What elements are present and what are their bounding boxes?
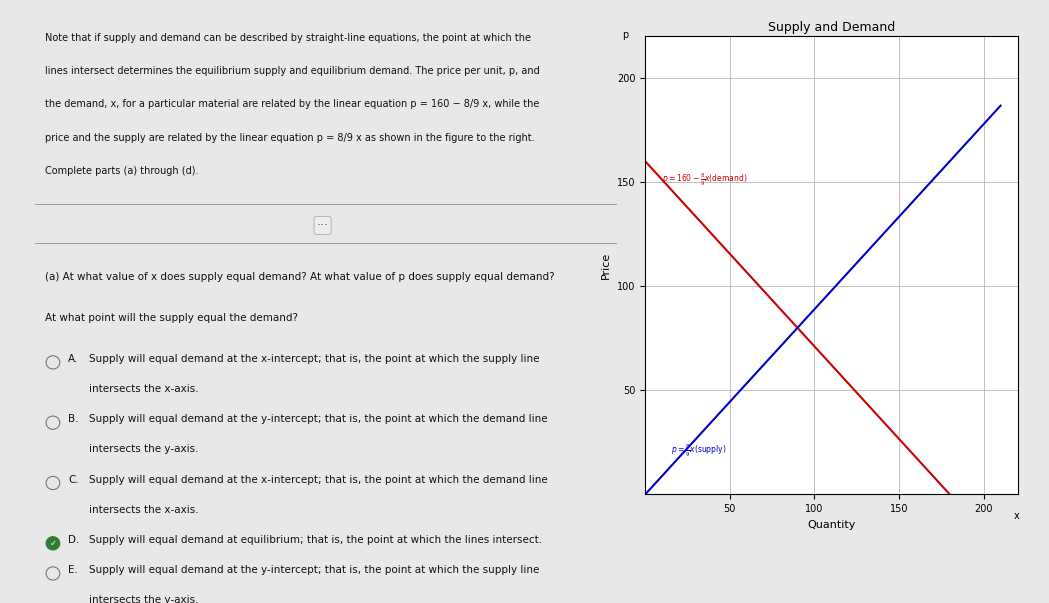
- Text: intersects the x-axis.: intersects the x-axis.: [88, 505, 198, 515]
- Text: intersects the y-axis.: intersects the y-axis.: [88, 595, 198, 603]
- Text: intersects the x-axis.: intersects the x-axis.: [88, 384, 198, 394]
- X-axis label: Quantity: Quantity: [807, 520, 856, 530]
- Text: the demand, x, for a particular material are related by the linear equation p = : the demand, x, for a particular material…: [45, 99, 539, 110]
- Text: $p=160-\frac{8}{9}x$(demand): $p=160-\frac{8}{9}x$(demand): [662, 172, 748, 188]
- Text: A.: A.: [68, 354, 79, 364]
- Y-axis label: Price: Price: [601, 251, 612, 279]
- Text: At what point will the supply equal the demand?: At what point will the supply equal the …: [45, 313, 298, 323]
- Text: Supply will equal demand at the y-intercept; that is, the point at which the dem: Supply will equal demand at the y-interc…: [88, 414, 548, 425]
- Text: p: p: [622, 30, 628, 40]
- Text: E.: E.: [68, 565, 78, 575]
- Text: price and the supply are related by the linear equation p = 8/9 x as shown in th: price and the supply are related by the …: [45, 133, 534, 143]
- Text: Supply will equal demand at equilibrium; that is, the point at which the lines i: Supply will equal demand at equilibrium;…: [88, 535, 541, 545]
- Text: (a) At what value of x does supply equal demand? At what value of p does supply : (a) At what value of x does supply equal…: [45, 272, 555, 282]
- Text: Complete parts (a) through (d).: Complete parts (a) through (d).: [45, 166, 198, 176]
- Text: Supply will equal demand at the x-intercept; that is, the point at which the dem: Supply will equal demand at the x-interc…: [88, 475, 548, 485]
- Text: $p=\frac{8}{9}x$(supply): $p=\frac{8}{9}x$(supply): [670, 443, 726, 459]
- Text: B.: B.: [68, 414, 79, 425]
- Text: intersects the y-axis.: intersects the y-axis.: [88, 444, 198, 455]
- Text: Supply will equal demand at the y-intercept; that is, the point at which the sup: Supply will equal demand at the y-interc…: [88, 565, 539, 575]
- Text: ···: ···: [317, 219, 328, 232]
- Text: x: x: [1014, 511, 1020, 521]
- Title: Supply and Demand: Supply and Demand: [768, 21, 895, 34]
- Circle shape: [46, 537, 60, 550]
- Text: D.: D.: [68, 535, 80, 545]
- Text: Note that if supply and demand can be described by straight-line equations, the : Note that if supply and demand can be de…: [45, 33, 531, 43]
- Text: lines intersect determines the equilibrium supply and equilibrium demand. The pr: lines intersect determines the equilibri…: [45, 66, 539, 77]
- Text: ✓: ✓: [49, 539, 57, 548]
- Text: Supply will equal demand at the x-intercept; that is, the point at which the sup: Supply will equal demand at the x-interc…: [88, 354, 539, 364]
- Text: C.: C.: [68, 475, 79, 485]
